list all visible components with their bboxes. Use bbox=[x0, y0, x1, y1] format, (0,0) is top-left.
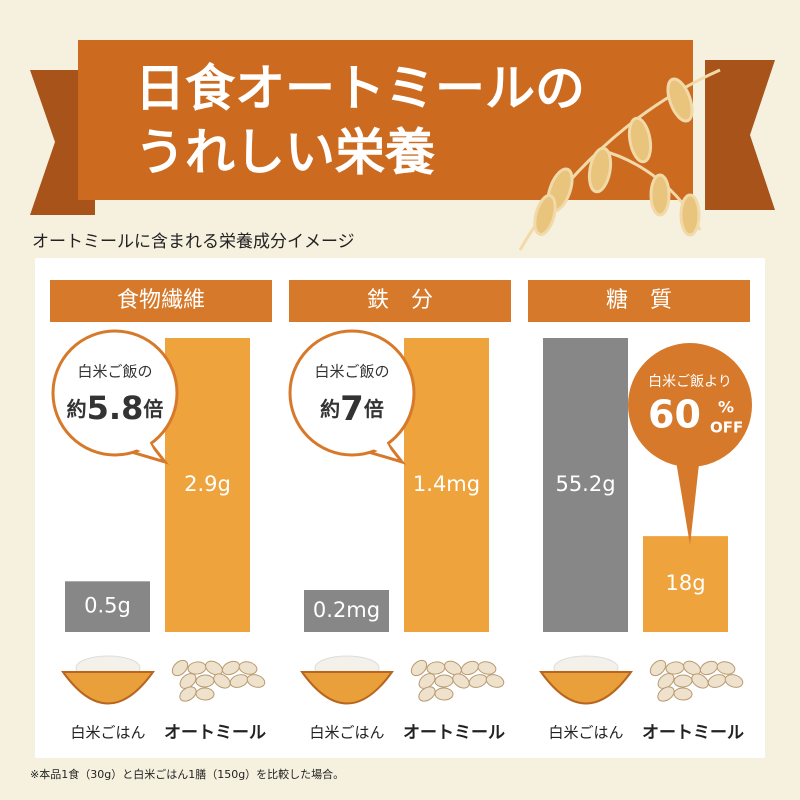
callout-part: 7 bbox=[340, 389, 364, 429]
oat-icon bbox=[477, 661, 497, 675]
oat-icon bbox=[485, 674, 505, 688]
category-label: 白米ごはん bbox=[309, 724, 384, 742]
category-label: オートミール bbox=[642, 723, 744, 743]
panel-header bbox=[528, 280, 750, 322]
callout-part: 倍 bbox=[143, 397, 163, 421]
bar bbox=[643, 536, 728, 632]
oat-icon bbox=[444, 660, 462, 676]
callout-part: 約 bbox=[320, 397, 340, 421]
panel-area bbox=[35, 258, 765, 758]
oat-icon bbox=[452, 673, 470, 689]
callout-tail-fill bbox=[365, 428, 395, 458]
panel-header bbox=[289, 280, 511, 322]
callout-text: 約7倍 bbox=[320, 389, 384, 429]
callout-part: 倍 bbox=[364, 397, 384, 421]
value-label: 0.2mg bbox=[313, 598, 380, 622]
callout: 白米ご飯の 約7倍 bbox=[288, 329, 416, 465]
category-label: 白米ごはん bbox=[70, 724, 145, 742]
oat-icon bbox=[649, 659, 667, 677]
charts: 食物繊維 0.5g 白米ごはん 2.9g オートミール 鉄 分 0.2mg 白米ごはん 1.4m… bbox=[50, 280, 750, 743]
category-label: オートミール bbox=[403, 723, 505, 743]
oat-icon bbox=[179, 686, 197, 702]
callout-tail-fill bbox=[128, 428, 158, 458]
callout-bubble bbox=[51, 329, 179, 457]
ribbon-tail bbox=[705, 60, 775, 210]
callout-lead: 白米ご飯より bbox=[648, 373, 732, 390]
bar bbox=[165, 338, 250, 632]
oat-icon bbox=[195, 687, 215, 701]
bar bbox=[404, 338, 489, 632]
oat-icon bbox=[673, 674, 693, 688]
oat-icon bbox=[434, 674, 454, 688]
value-label: 55.2g bbox=[555, 472, 615, 496]
bowl-icon bbox=[61, 671, 155, 705]
bar bbox=[543, 338, 628, 632]
oat-icon bbox=[171, 659, 189, 677]
oat-icon bbox=[683, 660, 701, 676]
footnote: ※本品1食（30g）と白米ごはん1膳（150g）を比較した場合。 bbox=[30, 767, 344, 781]
callout-bubble bbox=[288, 329, 416, 457]
callout-part: 60 bbox=[648, 393, 701, 437]
oat-icon bbox=[716, 661, 736, 675]
value-label: 2.9g bbox=[184, 472, 231, 496]
callout-part: 5.8 bbox=[87, 389, 144, 427]
oat-icon bbox=[460, 660, 480, 676]
oat-icon bbox=[657, 686, 675, 702]
oat-icon bbox=[657, 673, 675, 689]
value-label: 0.5g bbox=[84, 594, 131, 618]
panel-header bbox=[50, 280, 272, 322]
callout-part: OFF bbox=[710, 419, 743, 437]
callout: 白米ご飯の 約5.8倍 bbox=[51, 329, 179, 465]
value-label: 18g bbox=[665, 571, 705, 595]
category-label: オートミール bbox=[164, 723, 266, 743]
callout-lead: 白米ご飯の bbox=[77, 363, 152, 381]
callout-tail bbox=[675, 455, 700, 545]
oat-icon bbox=[246, 674, 266, 688]
oat-icon bbox=[213, 673, 231, 689]
oat-icon bbox=[221, 660, 241, 676]
value-label: 1.4mg bbox=[413, 472, 480, 496]
title-line: 日食オートミールの bbox=[135, 60, 585, 118]
oat-icon bbox=[205, 660, 223, 676]
callout: 白米ご飯より 60 % OFF bbox=[628, 343, 752, 545]
oat-icon bbox=[418, 673, 436, 689]
title-line: うれしい栄養 bbox=[135, 124, 435, 182]
panel-title: 食物繊維 bbox=[117, 288, 205, 313]
oat-icon bbox=[195, 674, 215, 688]
oat-icon bbox=[418, 686, 436, 702]
oat-icon bbox=[699, 660, 719, 676]
bowl-icon bbox=[300, 671, 394, 705]
bar bbox=[65, 581, 150, 632]
callout-text: 約5.8倍 bbox=[67, 389, 164, 427]
panel-title: 糖 質 bbox=[606, 288, 672, 313]
oat-icon bbox=[724, 674, 744, 688]
oat-icon bbox=[179, 673, 197, 689]
callout-part: % bbox=[718, 398, 734, 417]
bowl-icon bbox=[539, 671, 633, 705]
callout-bubble bbox=[628, 343, 752, 467]
oat-icon bbox=[410, 659, 428, 677]
callout-part: 約 bbox=[67, 397, 87, 421]
oat-icon bbox=[434, 687, 454, 701]
oat-icon bbox=[691, 673, 709, 689]
subtitle: オートミールに含まれる栄養成分イメージ bbox=[32, 232, 355, 252]
callout-lead: 白米ご飯の bbox=[314, 363, 389, 381]
bar bbox=[304, 590, 389, 632]
category-label: 白米ごはん bbox=[548, 724, 623, 742]
panel-title: 鉄 分 bbox=[367, 288, 433, 313]
oat-icon bbox=[238, 661, 258, 675]
oat-illustration bbox=[518, 68, 721, 251]
oat-icon bbox=[673, 687, 693, 701]
